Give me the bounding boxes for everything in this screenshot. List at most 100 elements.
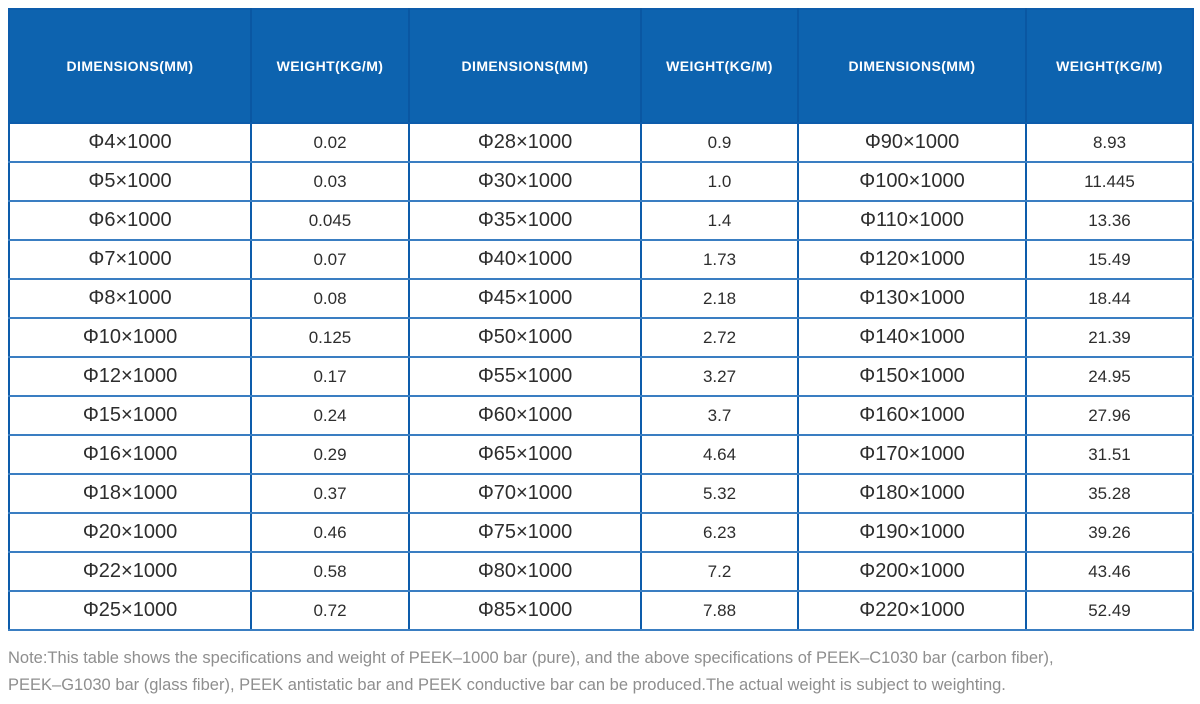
dimension-cell: Φ60×1000 <box>408 395 642 436</box>
dimension-cell: Φ200×1000 <box>797 551 1027 592</box>
table-row: Φ12×1000 0.17 Φ55×1000 3.27 Φ150×1000 24.95 <box>8 356 1194 397</box>
table-row: Φ10×1000 0.125 Φ50×1000 2.72 Φ140×1000 21.39 <box>8 317 1194 358</box>
weight-cell: 8.93 <box>1025 122 1194 163</box>
dimension-cell: Φ20×1000 <box>8 512 252 553</box>
dimension-cell: Φ100×1000 <box>797 161 1027 202</box>
spec-table: DIMENSIONS(MM) WEIGHT(KG/M) DIMENSIONS(MM)… <box>8 8 1194 631</box>
dimension-cell: Φ12×1000 <box>8 356 252 397</box>
weight-cell: 43.46 <box>1025 551 1194 592</box>
header-row: DIMENSIONS(MM) WEIGHT(KG/M) DIMENSIONS(MM)… <box>9 9 1193 124</box>
weight-cell: 2.72 <box>640 317 799 358</box>
dimension-cell: Φ85×1000 <box>408 590 642 631</box>
table-row: Φ5×1000 0.03 Φ30×1000 1.0 Φ100×1000 11.445 <box>8 161 1194 202</box>
weight-cell: 0.03 <box>250 161 410 202</box>
table-row: Φ4×1000 0.02 Φ28×1000 0.9 Φ90×1000 8.93 <box>8 122 1194 163</box>
dimension-cell: Φ130×1000 <box>797 278 1027 319</box>
dimension-cell: Φ8×1000 <box>8 278 252 319</box>
weight-cell: 0.37 <box>250 473 410 514</box>
dimension-cell: Φ16×1000 <box>8 434 252 475</box>
dimension-cell: Φ25×1000 <box>8 590 252 631</box>
dimension-cell: Φ5×1000 <box>8 161 252 202</box>
weight-cell: 4.64 <box>640 434 799 475</box>
dimension-cell: Φ22×1000 <box>8 551 252 592</box>
dimension-cell: Φ30×1000 <box>408 161 642 202</box>
weight-cell: 31.51 <box>1025 434 1194 475</box>
dimension-cell: Φ4×1000 <box>8 122 252 163</box>
dimension-cell: Φ15×1000 <box>8 395 252 436</box>
dimension-cell: Φ28×1000 <box>408 122 642 163</box>
dimension-cell: Φ80×1000 <box>408 551 642 592</box>
weight-cell: 24.95 <box>1025 356 1194 397</box>
table-body: Φ4×1000 0.02 Φ28×1000 0.9 Φ90×1000 8.93 Φ5×100… <box>8 122 1194 631</box>
weight-cell: 1.0 <box>640 161 799 202</box>
weight-cell: 0.08 <box>250 278 410 319</box>
weight-cell: 0.125 <box>250 317 410 358</box>
table-note: Note:This table shows the specifications… <box>8 645 1192 699</box>
header-cell-weight: WEIGHT(KG/M) <box>250 9 409 124</box>
dimension-cell: Φ50×1000 <box>408 317 642 358</box>
weight-cell: 5.32 <box>640 473 799 514</box>
dimension-cell: Φ160×1000 <box>797 395 1027 436</box>
weight-cell: 13.36 <box>1025 200 1194 241</box>
weight-cell: 18.44 <box>1025 278 1194 319</box>
dimension-cell: Φ6×1000 <box>8 200 252 241</box>
dimension-cell: Φ120×1000 <box>797 239 1027 280</box>
weight-cell: 11.445 <box>1025 161 1194 202</box>
weight-cell: 39.26 <box>1025 512 1194 553</box>
dimension-cell: Φ35×1000 <box>408 200 642 241</box>
dimension-cell: Φ75×1000 <box>408 512 642 553</box>
header-cell-weight: WEIGHT(KG/M) <box>1025 9 1193 124</box>
table-row: Φ16×1000 0.29 Φ65×1000 4.64 Φ170×1000 31.51 <box>8 434 1194 475</box>
weight-cell: 1.4 <box>640 200 799 241</box>
weight-cell: 0.02 <box>250 122 410 163</box>
weight-cell: 3.27 <box>640 356 799 397</box>
weight-cell: 7.88 <box>640 590 799 631</box>
weight-cell: 0.07 <box>250 239 410 280</box>
dimension-cell: Φ110×1000 <box>797 200 1027 241</box>
weight-cell: 0.72 <box>250 590 410 631</box>
table-row: Φ18×1000 0.37 Φ70×1000 5.32 Φ180×1000 35.28 <box>8 473 1194 514</box>
weight-cell: 35.28 <box>1025 473 1194 514</box>
note-line-1: Note:This table shows the specifications… <box>8 649 1054 667</box>
dimension-cell: Φ10×1000 <box>8 317 252 358</box>
dimension-cell: Φ70×1000 <box>408 473 642 514</box>
dimension-cell: Φ65×1000 <box>408 434 642 475</box>
header-cell-weight: WEIGHT(KG/M) <box>640 9 798 124</box>
table-row: Φ22×1000 0.58 Φ80×1000 7.2 Φ200×1000 43.46 <box>8 551 1194 592</box>
weight-cell: 0.46 <box>250 512 410 553</box>
weight-cell: 3.7 <box>640 395 799 436</box>
weight-cell: 0.9 <box>640 122 799 163</box>
weight-cell: 6.23 <box>640 512 799 553</box>
header-cell-dimensions: DIMENSIONS(MM) <box>797 9 1026 124</box>
table-row: Φ8×1000 0.08 Φ45×1000 2.18 Φ130×1000 18.44 <box>8 278 1194 319</box>
dimension-cell: Φ55×1000 <box>408 356 642 397</box>
weight-cell: 27.96 <box>1025 395 1194 436</box>
dimension-cell: Φ190×1000 <box>797 512 1027 553</box>
note-line-2: PEEK–G1030 bar (glass fiber), PEEK antis… <box>8 676 1006 694</box>
table-row: Φ25×1000 0.72 Φ85×1000 7.88 Φ220×1000 52.49 <box>8 590 1194 631</box>
table-row: Φ15×1000 0.24 Φ60×1000 3.7 Φ160×1000 27.96 <box>8 395 1194 436</box>
dimension-cell: Φ18×1000 <box>8 473 252 514</box>
weight-cell: 2.18 <box>640 278 799 319</box>
weight-cell: 0.58 <box>250 551 410 592</box>
weight-cell: 0.24 <box>250 395 410 436</box>
dimension-cell: Φ150×1000 <box>797 356 1027 397</box>
header-cell-dimensions: DIMENSIONS(MM) <box>9 9 251 124</box>
weight-cell: 15.49 <box>1025 239 1194 280</box>
dimension-cell: Φ7×1000 <box>8 239 252 280</box>
header-cell-dimensions: DIMENSIONS(MM) <box>408 9 641 124</box>
table-row: Φ7×1000 0.07 Φ40×1000 1.73 Φ120×1000 15.49 <box>8 239 1194 280</box>
dimension-cell: Φ170×1000 <box>797 434 1027 475</box>
dimension-cell: Φ180×1000 <box>797 473 1027 514</box>
weight-cell: 52.49 <box>1025 590 1194 631</box>
table-row: Φ20×1000 0.46 Φ75×1000 6.23 Φ190×1000 39.26 <box>8 512 1194 553</box>
dimension-cell: Φ140×1000 <box>797 317 1027 358</box>
table-row: Φ6×1000 0.045 Φ35×1000 1.4 Φ110×1000 13.36 <box>8 200 1194 241</box>
weight-cell: 7.2 <box>640 551 799 592</box>
dimension-cell: Φ90×1000 <box>797 122 1027 163</box>
weight-cell: 21.39 <box>1025 317 1194 358</box>
dimension-cell: Φ40×1000 <box>408 239 642 280</box>
weight-cell: 0.17 <box>250 356 410 397</box>
weight-cell: 1.73 <box>640 239 799 280</box>
